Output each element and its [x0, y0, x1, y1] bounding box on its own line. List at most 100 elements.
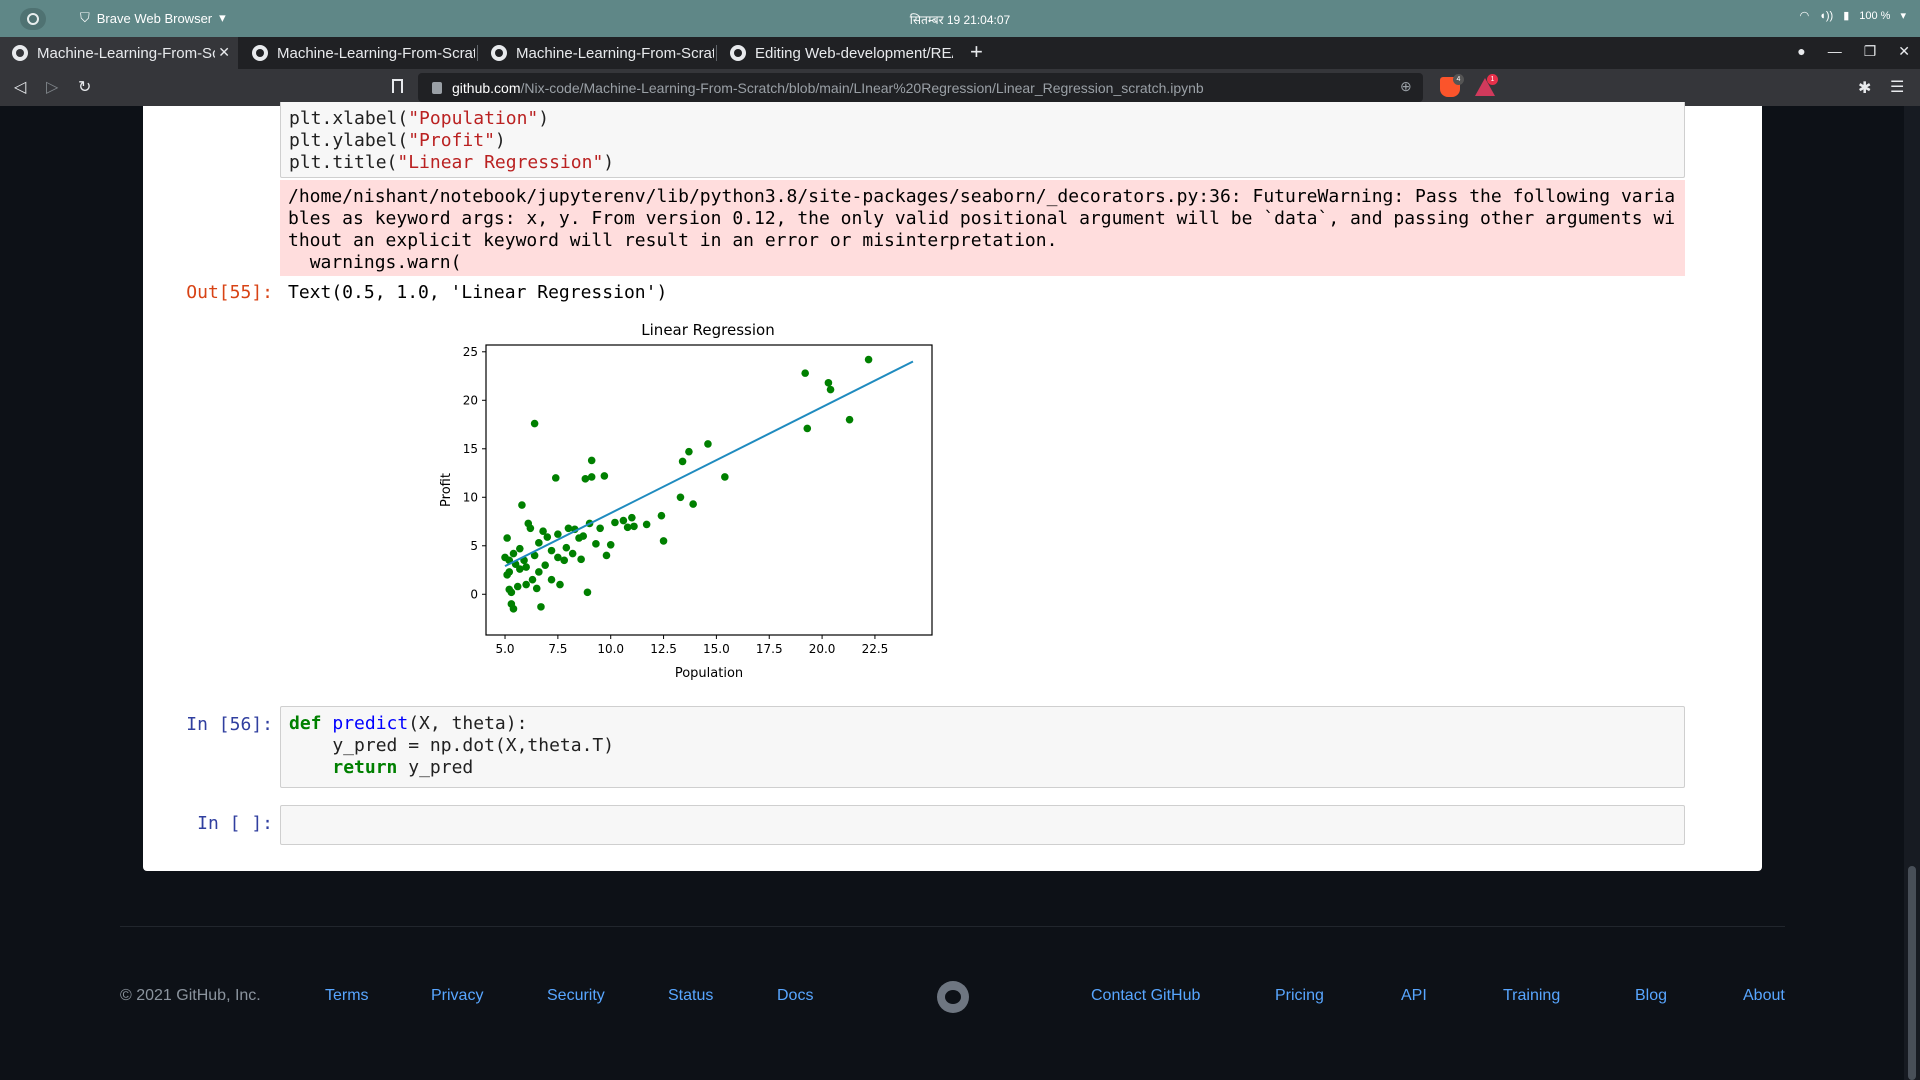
footer-link-terms[interactable]: Terms [325, 987, 369, 1004]
data-point [562, 543, 571, 552]
data-point [801, 369, 809, 377]
app-name: Brave Web Browser [96, 10, 213, 26]
data-point [587, 456, 596, 465]
code-cell-plot[interactable]: plt.xlabel("Population") plt.ylabel("Pro… [280, 102, 1685, 178]
scrollbar[interactable] [1904, 106, 1920, 1080]
footer-divider [120, 926, 1785, 927]
data-point [554, 530, 562, 538]
zoom-icon[interactable]: ⊕ [1400, 78, 1412, 94]
out-prompt: Out[55]: [186, 282, 273, 303]
tab-3[interactable]: Machine-Learning-From-Scratch [479, 37, 717, 69]
y-tick-label: 5 [470, 539, 478, 553]
menu-icon[interactable]: ☰ [1890, 79, 1905, 96]
x-tick-label: 10.0 [597, 642, 624, 656]
reload-icon[interactable]: ↻ [78, 79, 92, 96]
code-line: y_pred = np.dot(X,theta.T) [289, 735, 615, 756]
chevron-down-icon: ▾ [219, 10, 226, 25]
data-point [659, 537, 668, 545]
chevron-down-icon: ▾ [1900, 10, 1906, 22]
code-line: plt.title("Linear Regression") [289, 152, 615, 173]
code-cell-predict[interactable]: def predict(X, theta): y_pred = np.dot(X… [280, 706, 1685, 788]
data-point [530, 551, 539, 560]
minimize-icon[interactable]: — [1827, 43, 1842, 59]
address-bar[interactable]: github.com /Nix-code/Machine-Learning-Fr… [418, 73, 1423, 102]
lock-icon [432, 81, 442, 94]
clock[interactable]: सितम्बर 19 21:04:07 [909, 13, 1011, 27]
data-point [537, 603, 545, 611]
data-point [507, 588, 516, 597]
data-point [611, 518, 619, 527]
data-point [556, 580, 564, 589]
data-point [543, 533, 552, 541]
data-point [541, 561, 549, 569]
scrollbar-thumb[interactable] [1908, 866, 1916, 1080]
data-point [845, 415, 854, 424]
forward-icon[interactable]: ▷ [46, 79, 59, 96]
footer-link-security[interactable]: Security [547, 987, 605, 1004]
data-point [803, 424, 812, 433]
footer-link-contact[interactable]: Contact GitHub [1091, 987, 1201, 1004]
x-ticks: 5.0 7.5 10.0 12.5 15.0 17.5 20.0 22.5 [495, 635, 888, 656]
footer-link-privacy[interactable]: Privacy [431, 987, 484, 1004]
x-axis-label: Population [675, 666, 743, 681]
tab-4[interactable]: Editing Web-development/README [718, 37, 956, 69]
data-point [528, 575, 537, 584]
y-tick-label: 15 [463, 442, 478, 456]
tab-2[interactable]: Machine-Learning-From-Scratch [240, 37, 478, 69]
close-window-icon[interactable]: ✕ [1898, 43, 1910, 59]
tab-bar: Machine-Learning-From-Scratch ✕ Machine-… [0, 37, 1920, 69]
data-point [630, 522, 638, 531]
data-point [539, 527, 547, 536]
profile-icon[interactable]: ● [1797, 43, 1806, 59]
footer-link-training[interactable]: Training [1503, 987, 1561, 1004]
data-point [532, 584, 541, 593]
data-point [864, 355, 873, 364]
output-text: Text(0.5, 1.0, 'Linear Regression') [288, 282, 668, 303]
wifi-icon: ◠ [1799, 10, 1810, 22]
tab-1[interactable]: Machine-Learning-From-Scratch ✕ [0, 37, 238, 69]
scatter-plot: Linear Regression 5.0 7.5 10.0 12.5 15.0 17.5… [439, 321, 933, 681]
data-point [587, 473, 596, 481]
page-content: plt.xlabel("Population") plt.ylabel("Pro… [0, 102, 1904, 1080]
y-tick-label: 0 [470, 587, 478, 601]
data-point [547, 546, 556, 555]
maximize-icon[interactable]: ❐ [1863, 43, 1877, 59]
data-point [596, 524, 604, 533]
stderr-output: /home/nishant/notebook/jupyterenv/lib/py… [280, 180, 1685, 276]
footer-link-pricing[interactable]: Pricing [1275, 987, 1324, 1004]
tab-label: Machine-Learning-From-Scratch [37, 44, 215, 62]
app-menu[interactable]: ⛉ Brave Web Browser ▾ [80, 10, 226, 26]
battery-icon: ▮ [1843, 10, 1850, 22]
data-point [509, 605, 518, 613]
back-icon[interactable]: ◁ [14, 79, 27, 96]
github-icon [491, 45, 507, 61]
in-prompt: In [56]: [186, 714, 273, 735]
data-point [642, 520, 651, 529]
code-cell-empty[interactable] [280, 805, 1685, 845]
tab-label: Machine-Learning-From-Scratch [277, 44, 475, 62]
footer-link-about[interactable]: About [1743, 987, 1785, 1004]
x-tick-label: 22.5 [862, 642, 889, 656]
footer-link-status[interactable]: Status [668, 987, 714, 1004]
footer-link-docs[interactable]: Docs [777, 987, 814, 1004]
github-logo-icon[interactable] [937, 981, 969, 1013]
x-tick-label: 17.5 [756, 642, 783, 656]
github-icon [12, 45, 28, 61]
tab-separator [477, 45, 478, 61]
new-tab-button[interactable]: + [970, 39, 983, 64]
data-point [826, 385, 835, 394]
close-icon[interactable]: ✕ [218, 44, 230, 60]
activities-button[interactable] [20, 8, 46, 30]
footer: © 2021 GitHub, Inc. Terms Privacy Securi… [120, 983, 1785, 1013]
footer-link-blog[interactable]: Blog [1635, 987, 1668, 1004]
bookmark-icon[interactable] [392, 79, 403, 93]
extensions-icon[interactable]: ✱ [1858, 80, 1872, 97]
data-point [564, 524, 573, 533]
data-point [526, 524, 535, 533]
footer-link-api[interactable]: API [1401, 987, 1427, 1004]
tab-separator [716, 45, 717, 61]
data-point [535, 539, 543, 547]
tab-label: Machine-Learning-From-Scratch [516, 44, 714, 62]
system-tray[interactable]: ◠ ◖)) ▮ 100 % ▾ [1799, 9, 1906, 23]
plot-area [485, 344, 933, 636]
